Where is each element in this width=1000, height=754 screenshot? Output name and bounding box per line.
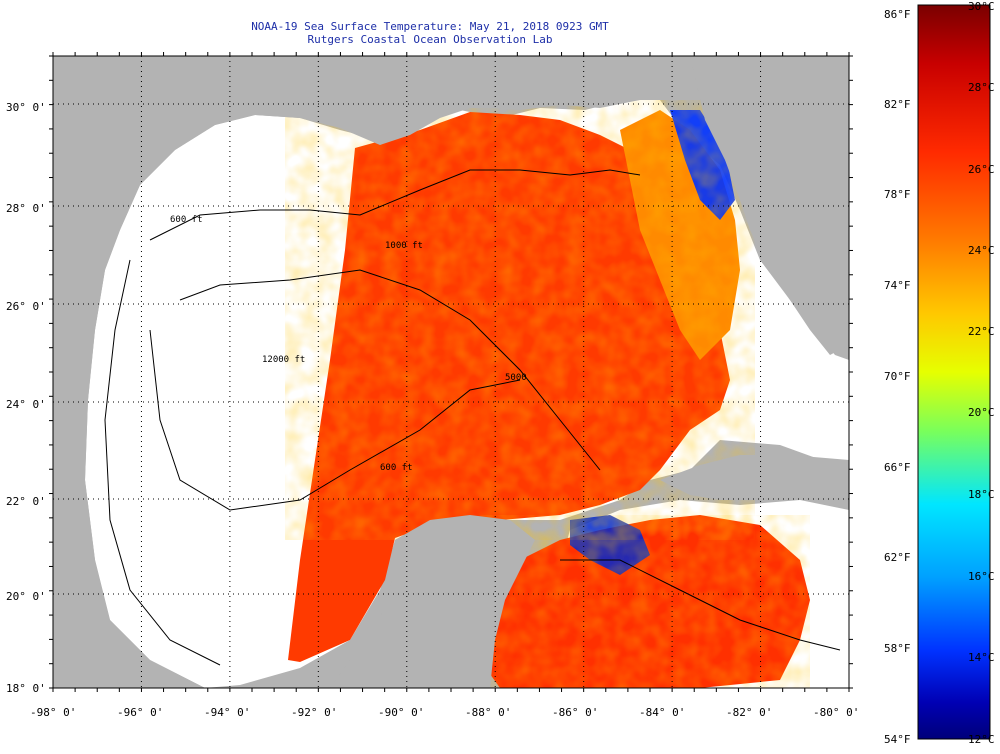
lat-label-28: 28° 0'	[6, 202, 46, 215]
cb-c-12: 12°C	[968, 733, 995, 746]
lon-label-96: -96° 0'	[117, 706, 164, 719]
chart-subtitle: Rutgers Coastal Ocean Observation Lab	[307, 33, 553, 46]
lon-label-92: -92° 0'	[291, 706, 338, 719]
contour-600ft	[149, 169, 641, 241]
cb-f-82: 82°F	[884, 98, 911, 111]
cb-c-18: 18°C	[968, 488, 995, 501]
lon-label-86: -86° 0'	[552, 706, 599, 719]
sst-map: 600 ft 1000 ft 12000 ft 5000 600 ft	[49, 52, 853, 692]
cb-f-54: 54°F	[884, 733, 911, 746]
cuba-land	[660, 455, 849, 500]
contour-label-600ft-b: 600 ft	[380, 463, 413, 473]
cb-f-74: 74°F	[884, 279, 911, 292]
contour-label-5000: 5000	[505, 373, 527, 383]
lon-label-98: -98° 0'	[30, 706, 77, 719]
cb-c-22: 22°C	[968, 325, 995, 338]
cb-f-86: 86°F	[884, 8, 911, 21]
lat-label-30: 30° 0'	[6, 101, 46, 114]
lon-label-94: -94° 0'	[204, 706, 251, 719]
cb-f-62: 62°F	[884, 551, 911, 564]
contour-12000ft	[179, 269, 601, 471]
lon-label-90: -90° 0'	[378, 706, 425, 719]
contour-label-600ft: 600 ft	[170, 215, 203, 225]
contour-label-1000ft: 1000 ft	[385, 241, 423, 251]
cb-c-24: 24°C	[968, 244, 995, 257]
contour-deep	[149, 329, 521, 511]
lat-label-18: 18° 0'	[6, 682, 46, 695]
contour-caribbean	[560, 559, 841, 651]
cb-f-70: 70°F	[884, 370, 911, 383]
florida-land	[690, 56, 849, 355]
lat-label-26: 26° 0'	[6, 300, 46, 313]
cb-c-14: 14°C	[968, 651, 995, 664]
cb-c-16: 16°C	[968, 570, 995, 583]
lat-label-22: 22° 0'	[6, 495, 46, 508]
lon-label-84: -84° 0'	[639, 706, 686, 719]
cb-f-58: 58°F	[884, 642, 911, 655]
lon-label-80: -80° 0'	[813, 706, 860, 719]
colorbar-gradient	[917, 4, 991, 740]
cb-f-66: 66°F	[884, 461, 911, 474]
chart-title: NOAA-19 Sea Surface Temperature: May 21,…	[251, 20, 609, 33]
cb-c-28: 28°C	[968, 81, 995, 94]
lon-label-88: -88° 0'	[465, 706, 512, 719]
contour-shelf-west	[104, 259, 221, 666]
cb-c-26: 26°C	[968, 163, 995, 176]
yucatan-land	[330, 515, 535, 688]
cb-f-78: 78°F	[884, 188, 911, 201]
us-coast-land	[53, 56, 690, 688]
lat-label-20: 20° 0'	[6, 590, 46, 603]
lon-label-82: -82° 0'	[726, 706, 773, 719]
contour-label-12000ft: 12000 ft	[262, 355, 305, 365]
lat-label-24: 24° 0'	[6, 398, 46, 411]
cb-c-20: 20°C	[968, 406, 995, 419]
cb-c-30: 30°C	[968, 0, 995, 13]
